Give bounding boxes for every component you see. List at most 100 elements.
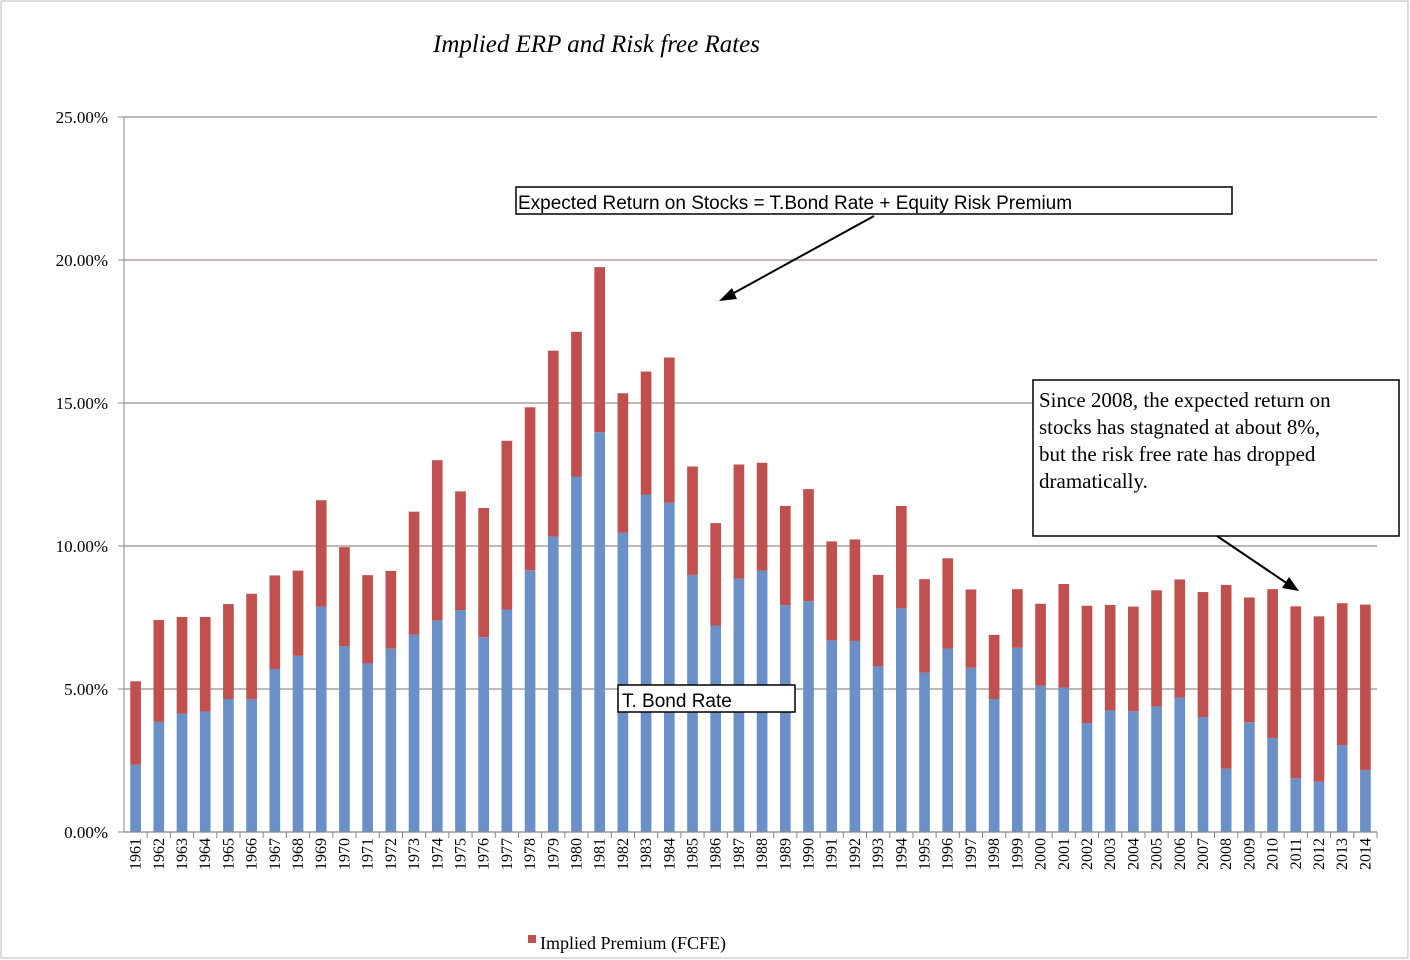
x-tick-label: 1975	[452, 838, 469, 870]
bar-tbond-2014	[1360, 769, 1371, 832]
x-tick-label: 1974	[429, 838, 446, 870]
bar-premium-2007	[1197, 592, 1209, 718]
x-tick-label: 2005	[1149, 838, 1166, 870]
bar-tbond-1997	[965, 667, 977, 832]
bar-premium-1984	[663, 357, 675, 503]
x-tick-label: 1977	[499, 838, 516, 870]
bar-tbond-1982	[617, 532, 629, 832]
x-tick-label: 1973	[406, 838, 423, 870]
bar-premium-1991	[826, 541, 838, 641]
bar-tbond-1973	[408, 634, 420, 832]
bar-premium-2014	[1360, 604, 1371, 770]
bar-tbond-1963	[176, 713, 188, 832]
bar-tbond-1970	[339, 646, 350, 832]
bar-premium-1969	[315, 500, 327, 607]
bar-premium-1989	[779, 505, 791, 606]
bar-premium-1987	[733, 464, 745, 579]
bar-premium-1962	[153, 620, 165, 722]
bar-tbond-2005	[1151, 706, 1162, 832]
bar-tbond-1966	[246, 699, 257, 832]
bar-premium-1985	[687, 466, 698, 575]
bar-tbond-1976	[478, 637, 489, 832]
x-tick-label: 1987	[731, 838, 748, 870]
x-tick-label: 2010	[1265, 838, 1282, 870]
bar-premium-2003	[1104, 604, 1116, 711]
bar-tbond-1971	[362, 663, 373, 832]
bar-tbond-2002	[1081, 723, 1093, 832]
gridlines	[124, 116, 1377, 690]
tbond-label: T. Bond Rate	[622, 691, 732, 712]
bar-premium-1992	[849, 539, 861, 641]
bar-tbond-2006	[1174, 697, 1186, 832]
bar-premium-1995	[919, 579, 930, 673]
bar-tbond-1984	[663, 502, 675, 832]
bar-premium-1982	[617, 393, 629, 533]
x-tick-label: 1979	[545, 838, 562, 870]
x-tick-label: 2009	[1241, 838, 1258, 870]
x-tick-label: 2000	[1033, 838, 1050, 870]
arrowhead-icon	[1282, 577, 1299, 591]
bar-premium-1993	[872, 574, 884, 667]
bar-tbond-2008	[1220, 768, 1232, 832]
bar-premium-1972	[385, 570, 397, 649]
bar-premium-1965	[223, 604, 234, 700]
bar-tbond-1999	[1012, 647, 1023, 832]
bar-tbond-1968	[292, 655, 304, 832]
bar-tbond-1996	[942, 648, 954, 832]
bar-premium-2000	[1035, 603, 1046, 686]
x-tick-label: 2004	[1125, 838, 1142, 870]
bar-tbond-1992	[849, 640, 861, 832]
x-tick-label: 2013	[1334, 838, 1351, 870]
bar-premium-1967	[269, 575, 281, 669]
bar-tbond-1961	[130, 764, 141, 832]
bar-tbond-1989	[779, 605, 791, 832]
expected-return-annotation: Expected Return on Stocks = T.Bond Rate …	[515, 186, 1233, 301]
bar-tbond-2003	[1104, 710, 1116, 832]
tbond-box	[617, 684, 796, 713]
x-tick-label: 1989	[777, 838, 794, 870]
bar-premium-2010	[1267, 589, 1278, 738]
x-tick-label: 1984	[661, 838, 678, 870]
since-2008-annotation: Since 2008, the expected return on stock…	[1032, 379, 1400, 591]
bar-premium-2008	[1220, 584, 1232, 769]
x-tick-label: 2007	[1195, 838, 1212, 870]
bar-tbond-1983	[640, 494, 652, 832]
x-tick-label: 1993	[870, 838, 887, 870]
bar-premium-2005	[1151, 590, 1162, 707]
bar-tbond-2009	[1244, 722, 1255, 832]
legend: Implied Premium (FCFE)	[528, 933, 726, 954]
bar-premium-1996	[942, 558, 954, 649]
bar-tbond-2001	[1058, 687, 1070, 832]
x-tick-label: 1966	[244, 838, 261, 870]
bar-tbond-1967	[269, 668, 281, 832]
bar-tbond-1995	[919, 672, 930, 832]
bar-premium-1974	[431, 460, 443, 621]
bar-premium-1971	[362, 575, 373, 664]
expected-return-label: Expected Return on Stocks = T.Bond Rate …	[518, 193, 1072, 214]
bar-tbond-2010	[1267, 737, 1278, 832]
bar-premium-2013	[1336, 603, 1348, 746]
tbond-annotation: T. Bond Rate	[617, 684, 796, 713]
since-2008-line-4: dramatically.	[1039, 469, 1148, 493]
x-tick-label: 1988	[754, 838, 771, 870]
x-tick-label: 1969	[313, 838, 330, 870]
expected-return-box	[515, 186, 1233, 215]
bar-premium-1980	[571, 331, 582, 477]
bar-premium-1979	[547, 350, 559, 537]
y-tick-label: 15.00%	[56, 394, 108, 413]
bar-tbond-1979	[547, 536, 559, 832]
bar-tbond-1964	[199, 711, 211, 832]
x-tick-label: 1965	[220, 838, 237, 870]
x-tick-label: 2002	[1079, 838, 1096, 870]
y-tick-label: 5.00%	[64, 680, 108, 699]
bar-tbond-1965	[223, 699, 234, 832]
since-2008-line-2: stocks has stagnated at about 8%,	[1039, 415, 1320, 439]
x-tick-label: 1978	[522, 838, 539, 870]
arrowhead-icon	[719, 288, 737, 301]
x-tick-label: 2012	[1311, 838, 1328, 870]
since-2008-box	[1032, 379, 1400, 537]
x-tick-label: 1967	[267, 838, 284, 870]
y-axis-ticks: 0.00% 5.00% 10.00% 15.00% 20.00% 25.00%	[56, 108, 124, 842]
x-tick-label: 1981	[592, 838, 609, 870]
